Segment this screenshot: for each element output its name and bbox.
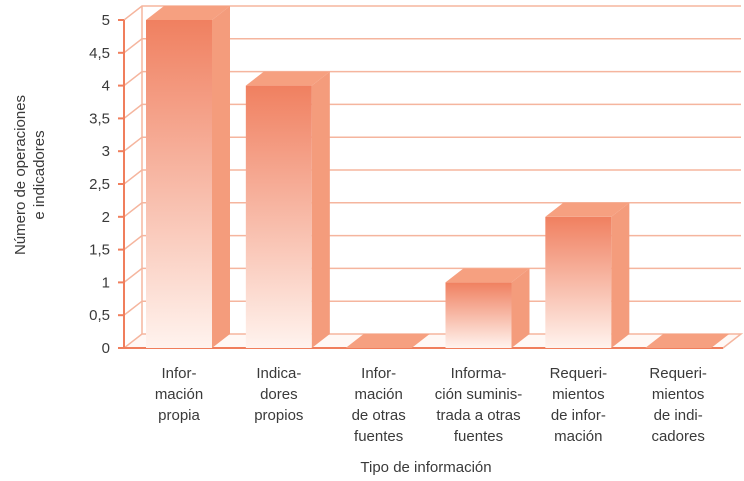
y-tick-label: 5 [102,12,110,29]
x-axis-title: Tipo de información [360,459,491,476]
bar-side [311,71,330,348]
x-category-label: mientos [652,386,705,403]
bar-front [545,216,612,348]
gridline [123,136,741,152]
y-axis-title-line-1: Número de operaciones [12,95,29,255]
bars-layer [146,6,730,348]
y-axis-title-line-2: e indicadores [31,130,48,219]
bar [645,334,730,348]
gridline [123,202,741,218]
x-category-label: propios [254,407,303,424]
y-tick-label: 0,5 [89,307,110,324]
x-category-label: de otras [352,407,406,424]
x-category-label: Infor- [361,365,396,382]
gridline [123,267,741,283]
x-category-label: Informa- [451,365,507,382]
bar-top [545,202,630,217]
bar-top [345,334,430,348]
y-tick-label: 0 [102,340,110,357]
bar [146,6,230,348]
x-category-label: fuentes [454,428,503,445]
y-tick-label: 1 [102,274,110,291]
gridline [123,234,741,251]
x-category-label: propia [158,407,200,424]
x-category-label: mientos [552,386,605,403]
labels-layer: 0 0,5 1 1,5 2 2,5 3 3,5 4 4,5 5 Infor-mación propia I… [89,12,707,445]
bar-side [511,268,530,348]
y-tick-label: 3 [102,143,110,160]
bar-front [245,85,312,348]
gridline [123,103,741,119]
x-category-label: de indi- [654,407,703,424]
y-tick-label: 2 [102,209,110,226]
y-tick-label: 1,5 [89,242,110,259]
x-category-label: Indica- [256,365,301,382]
gridline [123,5,741,21]
y-tick-label: 3,5 [89,110,110,127]
x-category-label: dores [260,386,298,403]
gridline [123,38,741,54]
x-category-label: cadores [651,428,704,445]
bar-top [645,334,730,348]
x-category-label: mación [554,428,602,445]
bar [345,334,430,348]
y-tick-label: 4,5 [89,45,110,62]
bar-front [146,20,212,348]
x-category-label: Requeri- [550,365,608,382]
x-category-label: mación [155,386,203,403]
bar-side [212,6,230,348]
y-tick-label: 2,5 [89,176,110,193]
x-category-label: ción suminis- [435,386,523,403]
bar-top [245,71,330,86]
y-tick-label: 4 [102,78,110,95]
x-category-label: de infor- [551,407,606,424]
bar-top [146,6,230,20]
x-category-label: trada a otras [436,407,520,424]
bar [245,71,330,348]
bar [545,202,630,348]
bar [445,268,530,348]
gridline [123,300,741,316]
x-category-label: Infor- [161,365,196,382]
x-category-label: fuentes [354,428,403,445]
bar-side [611,202,630,348]
gridline [123,70,741,87]
gridline [123,169,741,185]
bar-front [445,282,512,348]
x-category-label: Requeri- [649,365,707,382]
x-category-label: mación [354,386,402,403]
bar-top [445,268,530,283]
